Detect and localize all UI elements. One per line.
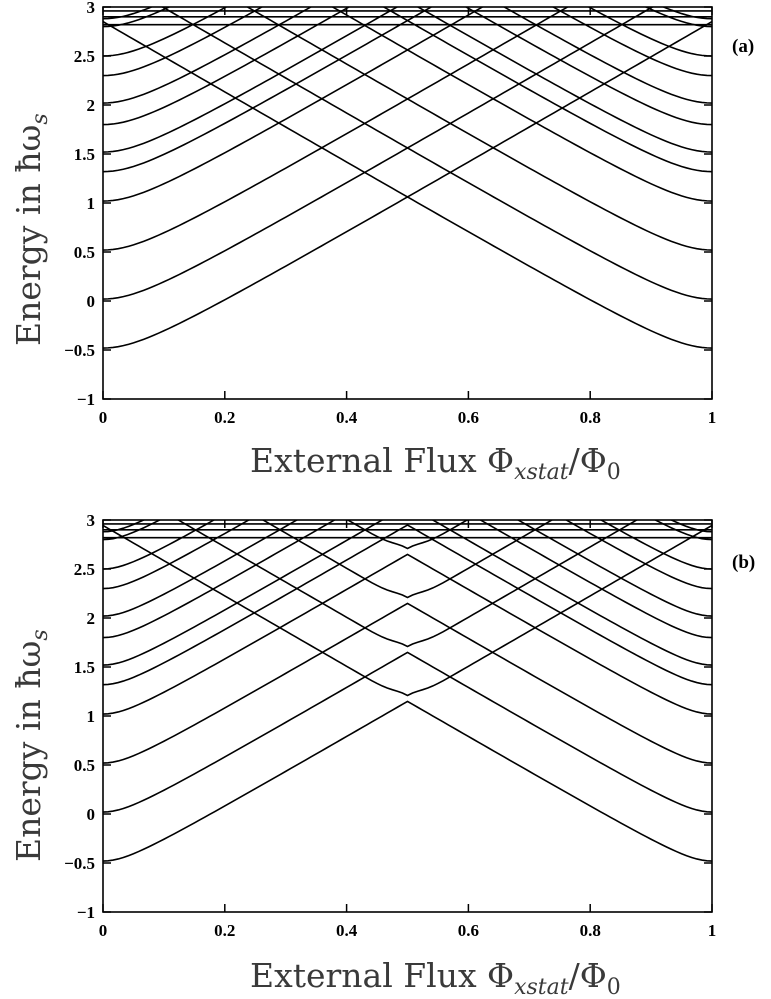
panel-b-energy-band-lower (103, 651, 712, 813)
panel-b-y-tick-label: 2 (87, 609, 96, 628)
panel-a-energy-band-upper (160, 7, 655, 149)
panel-a-energy-band-lower (103, 7, 712, 77)
panel-b-curves (103, 196, 712, 862)
panel-b-y-tick-label: 0 (87, 805, 96, 824)
panel-a-energy-band-upper (331, 7, 484, 51)
panel-a-x-tick-label: 0 (99, 408, 108, 427)
panel-a-energy-band-lower (103, 7, 712, 153)
panel-a-x-tick-label: 0.6 (458, 408, 479, 427)
panel-b-y-tick-label: 1 (87, 707, 96, 726)
panel-b-x-tick-label: 1 (708, 921, 717, 940)
panel-a-energy-band-lower (103, 7, 712, 28)
panel-a-energy-band-lower (103, 7, 712, 20)
panel-b-energy-band-upper (407, 520, 408, 521)
panel-b-x-ticks: 0 0.2 0.4 0.6 0.8 1 (99, 520, 717, 940)
panel-b-label: (b) (732, 552, 755, 573)
panel-a-energy-band-lower (103, 49, 712, 202)
panel-b-energy-band-upper (346, 520, 469, 550)
panel-b-y-tick-label: 2.5 (74, 560, 95, 579)
panel-a-energy-band-upper (245, 7, 570, 100)
panel-a-y-tick-label: 2.5 (74, 47, 95, 66)
panel-b-x-tick-label: 0.8 (580, 921, 601, 940)
panel-a: 0 0.2 0.4 0.6 0.8 1 −1 −0.5 0 0.5 1 1.5 2 2.5 3 (a) E… (9, 0, 754, 485)
panel-a-label: (a) (732, 36, 754, 57)
panel-b-y-tick-label: −0.5 (64, 854, 95, 873)
panel-a-energy-band-upper (382, 7, 433, 22)
panel-b-energy-band-lower (103, 520, 712, 590)
panel-b-energy-band-lower (103, 602, 712, 764)
panel-b-energy-band-upper (176, 520, 639, 648)
panel-b-y-tick-label: −1 (77, 903, 95, 922)
panel-b-y-tick-label: 1.5 (74, 658, 95, 677)
panel-a-y-tick-label: 1.5 (74, 145, 95, 164)
panel-b-energy-band-upper (103, 280, 712, 456)
panel-a-y-tick-label: 2 (87, 96, 96, 115)
panel-b-energy-band-upper (103, 253, 712, 429)
panel-a-x-tick-label: 1 (708, 408, 717, 427)
panel-b-energy-band-upper (103, 233, 712, 409)
panel-a-energy-band-lower (103, 7, 712, 126)
panel-a-y-tick-label: 0 (87, 292, 96, 311)
panel-a-y-tick-label: 1 (87, 194, 96, 213)
panel-b-x-axis-label: External Flux Φxstat/Φ0 (250, 956, 621, 999)
panel-a-x-ticks: 0 0.2 0.4 0.6 0.8 1 (99, 7, 717, 427)
panel-b-y-tick-label: 0.5 (74, 756, 95, 775)
panel-b-y-tick-label: 3 (87, 511, 96, 530)
panel-a-plot-frame (102, 6, 713, 400)
panel-b-x-tick-label: 0.2 (214, 921, 235, 940)
panel-b-energy-band-upper (261, 520, 554, 599)
panel-a-energy-band-lower (103, 196, 712, 349)
panel-b-energy-band-lower (103, 700, 712, 862)
panel-b-energy-band-lower (103, 553, 712, 715)
panel-a-y-ticks: −1 −0.5 0 0.5 1 1.5 2 2.5 3 (64, 0, 712, 409)
panel-a-y-axis-label: Energy in ħωs (9, 113, 53, 346)
panel-a-energy-band-upper (103, 0, 712, 1)
panel-a-energy-band-lower (103, 7, 712, 104)
panel-b-y-axis-label: Energy in ħωs (9, 629, 53, 862)
panel-b-energy-band-lower (103, 524, 712, 686)
panel-b-energy-band-upper (103, 204, 712, 380)
panel-a-y-tick-label: 0.5 (74, 243, 95, 262)
panel-a-y-tick-label: 3 (87, 0, 96, 17)
panel-a-curves (103, 0, 712, 349)
panel-b: 0 0.2 0.4 0.6 0.8 1 −1 −0.5 0 0.5 1 1.5 2 2.5 3 (b) E… (9, 196, 755, 999)
panel-a-energy-band-lower (103, 98, 712, 251)
panel-b-x-tick-label: 0.6 (458, 921, 479, 940)
panel-b-y-ticks: −1 −0.5 0 0.5 1 1.5 2 2.5 3 (64, 511, 712, 922)
panel-a-energy-band-lower (103, 7, 712, 57)
panel-b-energy-band-upper (103, 196, 712, 372)
panel-b-energy-band-lower (103, 520, 712, 666)
panel-b-x-tick-label: 0 (99, 921, 108, 940)
panel-b-energy-band-lower (103, 520, 712, 570)
panel-a-x-axis-label: External Flux Φxstat/Φ0 (250, 441, 621, 485)
panel-b-energy-band-lower (103, 520, 712, 617)
panel-a-x-tick-label: 0.2 (214, 408, 235, 427)
panel-a-y-tick-label: −0.5 (64, 341, 95, 360)
panel-a-x-tick-label: 0.4 (336, 408, 358, 427)
panel-b-energy-band-lower (103, 520, 712, 639)
panel-a-energy-band-upper (103, 20, 712, 198)
panel-b-energy-band-upper (103, 524, 712, 697)
panel-a-x-tick-label: 0.8 (580, 408, 601, 427)
panel-a-y-tick-label: −1 (77, 390, 95, 409)
panel-a-energy-band-lower (103, 147, 712, 300)
panel-b-x-tick-label: 0.4 (336, 921, 358, 940)
